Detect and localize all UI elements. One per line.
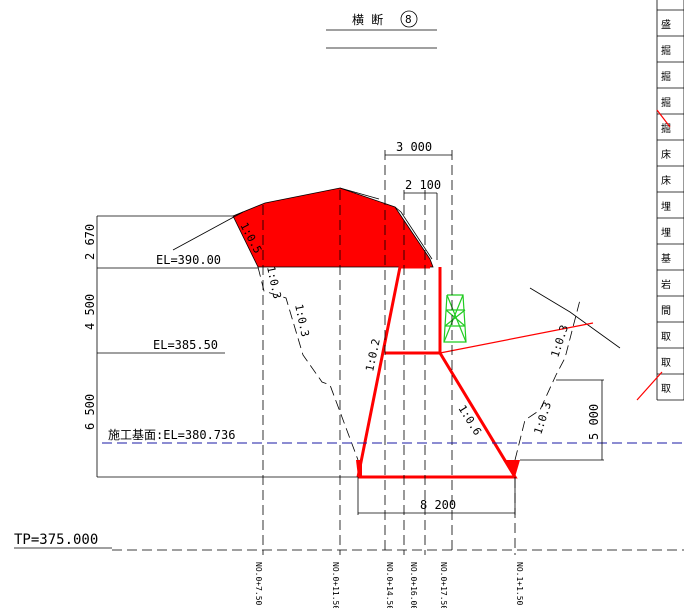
table-row-label: 取: [661, 331, 671, 343]
table-row-label: 掘: [661, 122, 671, 135]
table-red-diagonal-top: [656, 109, 671, 128]
title-text: 横 断: [352, 12, 383, 27]
table-row-label: 埋: [661, 201, 671, 213]
table-row-label: 床: [661, 148, 671, 161]
table-row-label: 基: [661, 252, 671, 265]
trench-left-corner-fill: [356, 460, 362, 477]
green-tower-structure: [443, 294, 467, 343]
ground-line-right: [394, 206, 433, 260]
tp-label: TP=375.000: [14, 532, 98, 548]
table-row-label: 盛: [661, 18, 671, 31]
right-thin-red-line: [439, 322, 594, 354]
slope-label-7: 1:0.3: [531, 400, 554, 436]
right-excavation-slope: [514, 299, 581, 461]
station-label-3: NO.0+14.50: [385, 562, 394, 608]
table-row-label: 埋: [661, 227, 671, 239]
station-label-1: NO.0+7.50: [254, 562, 263, 606]
table-row-label: 掘: [661, 70, 671, 83]
ground-line-upper: [339, 187, 380, 200]
station-label-5: NO.0+17.50: [439, 562, 448, 608]
trench-right-wall: [358, 352, 518, 479]
table-red-diagonal-bottom: [636, 371, 663, 401]
excavation-fill-top: [232, 187, 434, 268]
title-number: 8: [405, 13, 412, 26]
slope-label-3: 1:0.3: [292, 303, 312, 338]
trench-right-corner-fill: [503, 460, 520, 477]
station-label-4: NO.0+16.00: [409, 562, 418, 608]
ground-line-right-far: [529, 287, 621, 349]
el-390-leader: [172, 211, 244, 251]
table-row-label: 掘: [661, 96, 671, 109]
table-row-label: 取: [661, 383, 671, 395]
dim-5000: 5 000: [587, 404, 601, 440]
left-excavation-slope: [257, 266, 359, 461]
slope-label-2: 1:0.3: [264, 265, 284, 300]
station-label-2: NO.0+11.50: [331, 562, 340, 608]
el-390-label: EL=390.00: [156, 253, 221, 267]
dim-3000: 3 000: [396, 140, 432, 154]
table-row-label: 間: [661, 305, 671, 317]
dim-8200: 8 200: [420, 498, 456, 512]
station-label-6: NO.1+1.50: [515, 562, 524, 606]
el-385-label: EL=385.50: [153, 338, 218, 352]
dim-6500: 6 500: [83, 394, 97, 430]
trench-upper-step: [385, 267, 442, 355]
dim-4500: 4 500: [83, 294, 97, 330]
title-number-circle: [400, 10, 418, 28]
dim-2100: 2 100: [405, 178, 441, 192]
dim-2670: 2 670: [83, 224, 97, 260]
table-row-label: 岩: [661, 278, 671, 291]
table-row-label: 取: [661, 357, 671, 369]
trench-left-wall: [356, 265, 430, 478]
table-row-label: 掘: [661, 44, 671, 57]
slope-label-6: 1:0.3: [548, 323, 571, 359]
base-label: 施工基面:EL=380.736: [108, 428, 235, 442]
table-row-label: 床: [661, 174, 671, 187]
